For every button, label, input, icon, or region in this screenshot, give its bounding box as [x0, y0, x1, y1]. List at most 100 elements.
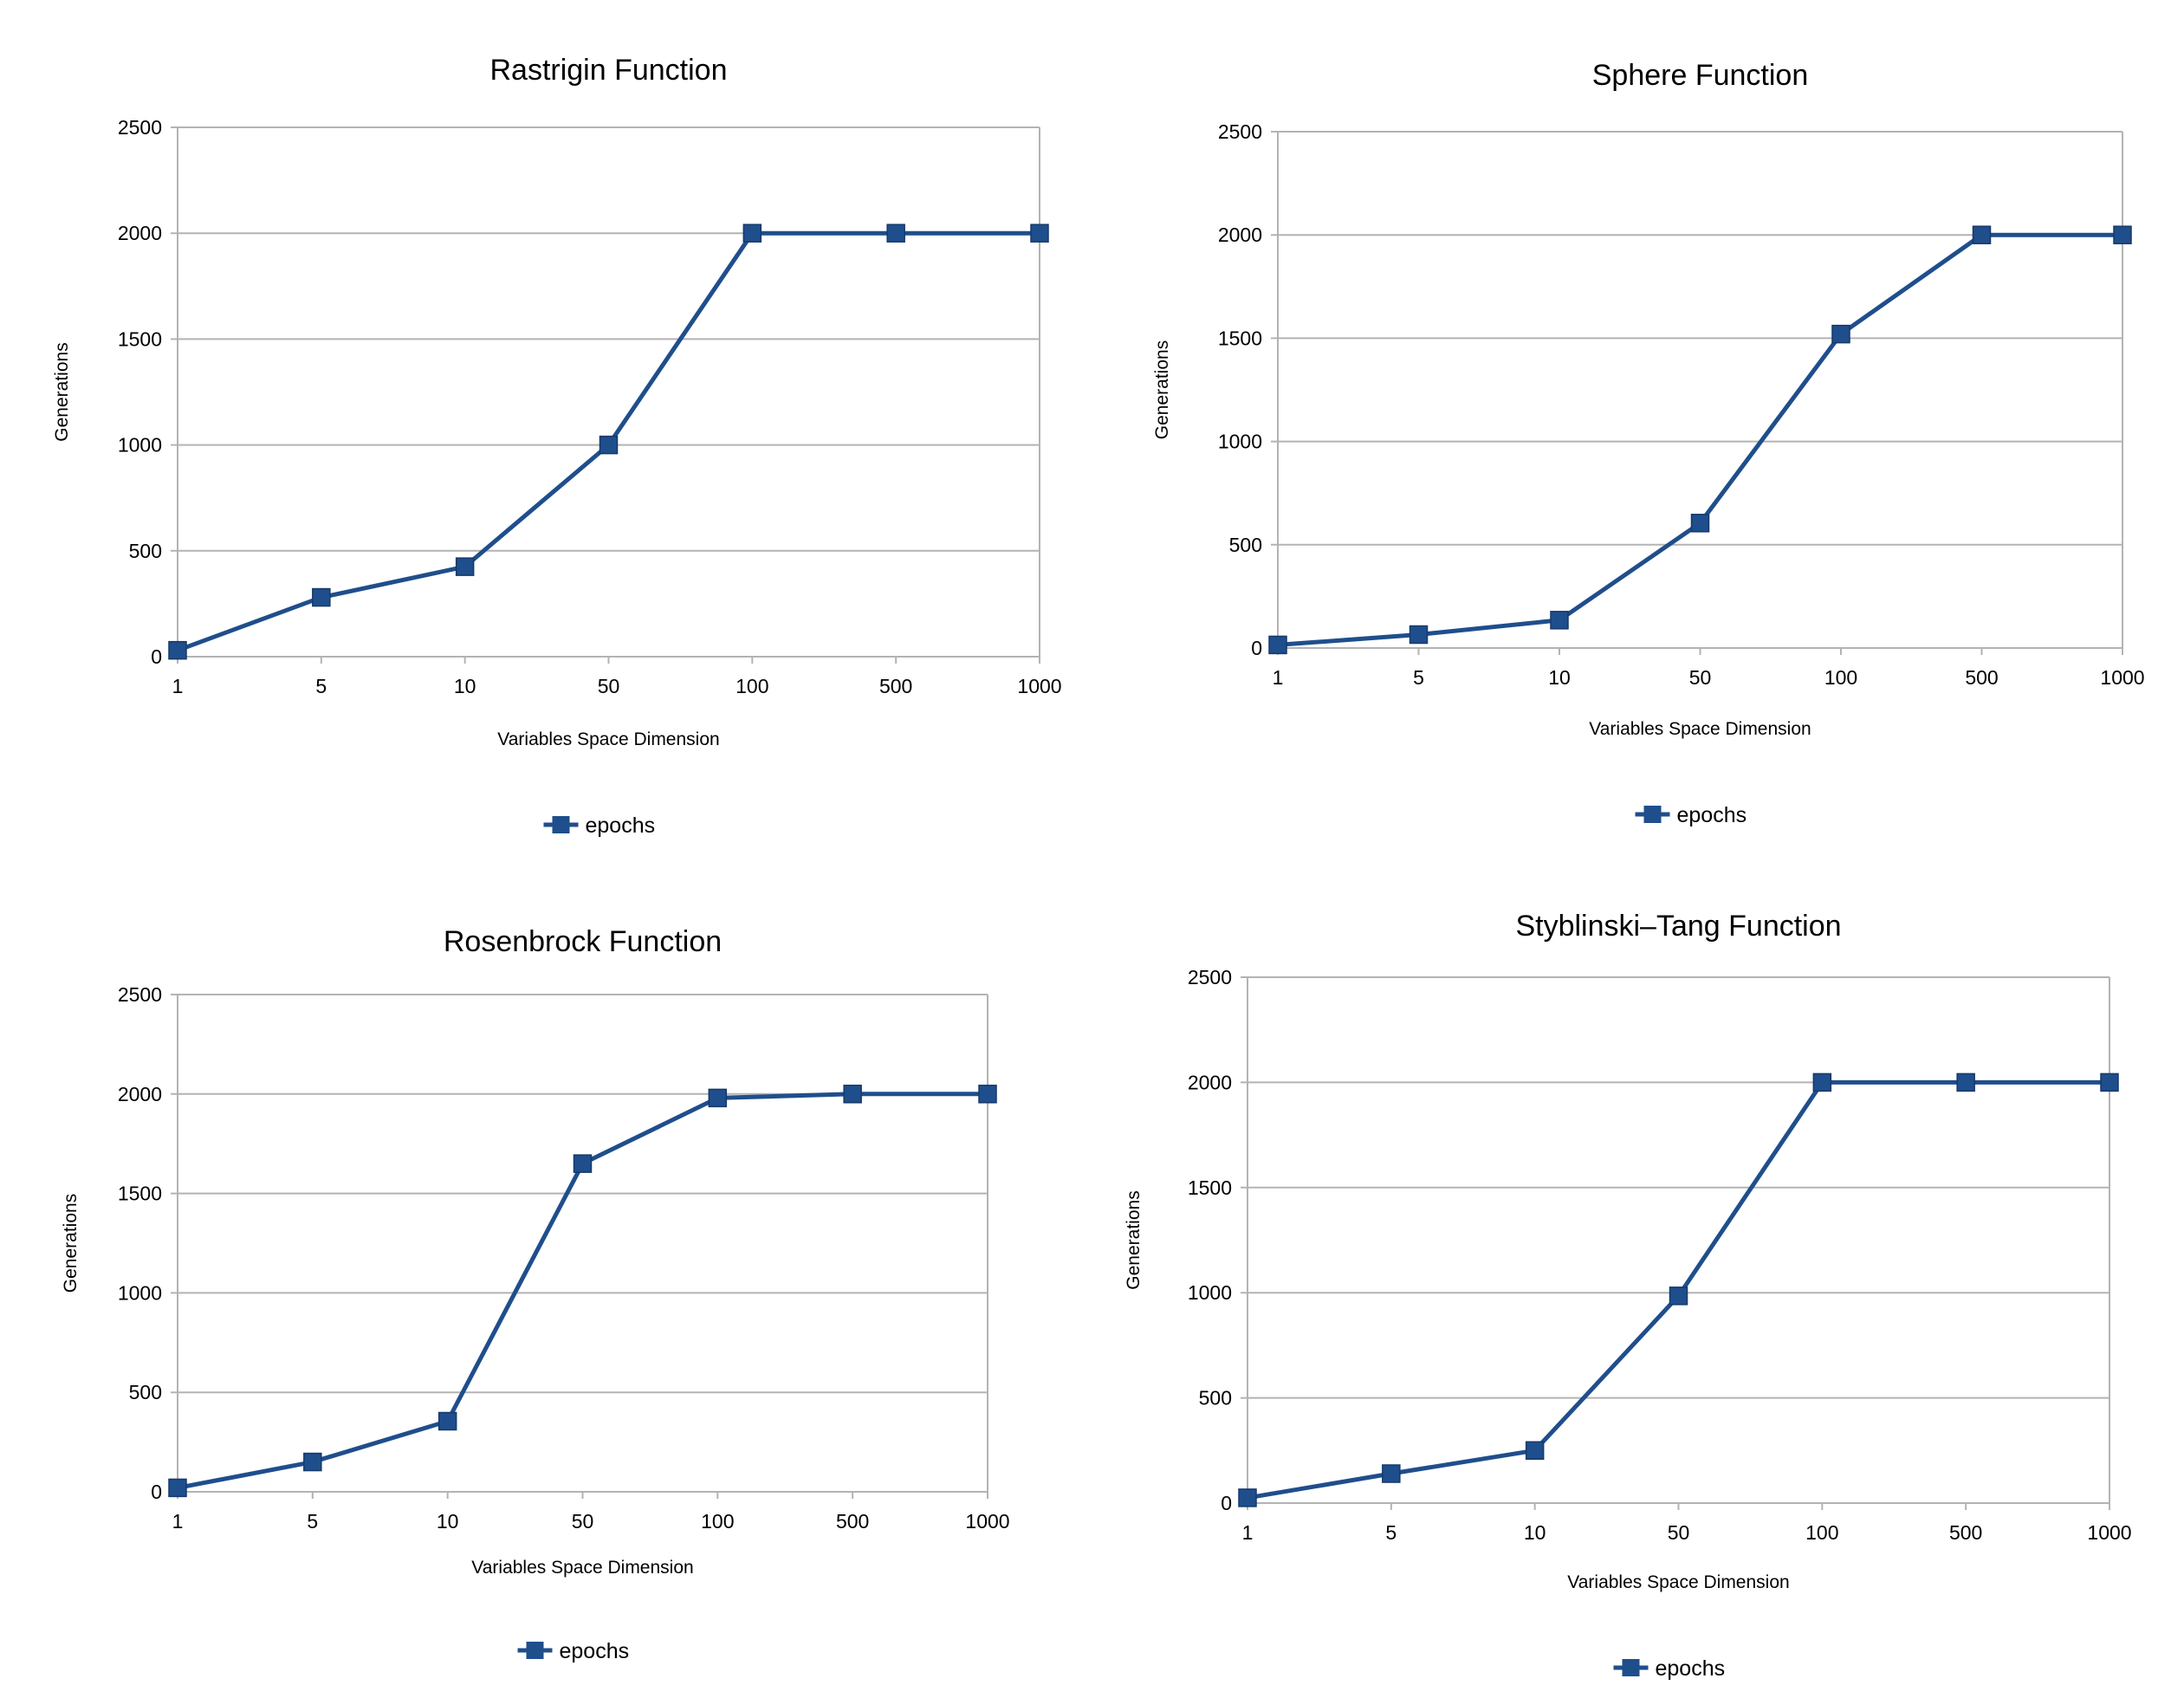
data-point [2100, 1073, 2119, 1092]
x-tick-label: 1000 [2100, 666, 2144, 689]
y-tick-label: 1500 [1218, 327, 1262, 349]
x-tick-label: 5 [1413, 666, 1424, 689]
y-tick-label: 2000 [118, 1083, 162, 1105]
y-tick-label: 2500 [118, 983, 162, 1006]
chart-title: Rastrigin Function [489, 54, 727, 87]
x-tick-label: 5 [315, 675, 327, 697]
data-point [1831, 324, 1850, 344]
y-tick-label: 0 [151, 1481, 162, 1503]
x-axis-label: Variables Space Dimension [497, 729, 719, 749]
legend-marker [1622, 1659, 1640, 1676]
data-point [1238, 1488, 1257, 1507]
x-tick-label: 50 [598, 675, 620, 697]
data-point [1812, 1073, 1832, 1092]
x-tick-label: 100 [1805, 1521, 1838, 1544]
y-tick-label: 1500 [118, 1183, 162, 1205]
x-tick-label: 1 [172, 1510, 184, 1533]
y-tick-label: 1000 [118, 1281, 162, 1304]
x-tick-label: 100 [701, 1510, 734, 1533]
y-tick-label: 500 [1199, 1387, 1232, 1410]
y-tick-label: 1500 [118, 327, 162, 350]
y-tick-label: 2000 [118, 222, 162, 244]
data-point [2113, 225, 2132, 244]
x-tick-label: 100 [736, 675, 768, 697]
y-axis-label: Generations [1152, 340, 1172, 439]
data-point [1690, 514, 1710, 533]
legend-label: epochs [586, 813, 656, 838]
y-tick-label: 500 [129, 1381, 162, 1403]
x-tick-label: 50 [1668, 1521, 1690, 1544]
chart-title: Rosenbrock Function [444, 925, 722, 958]
legend-label: epochs [1656, 1656, 1726, 1681]
data-point [1268, 635, 1287, 655]
y-tick-label: 1000 [118, 434, 162, 457]
x-tick-label: 100 [1824, 666, 1857, 689]
data-point [168, 640, 187, 660]
y-tick-label: 1000 [1188, 1281, 1232, 1304]
chart-styblinski-tang-svg: Styblinski–Tang Function0500100015002000… [1124, 910, 2132, 1681]
y-tick-label: 0 [1221, 1492, 1232, 1514]
legend-marker [526, 1642, 544, 1659]
y-tick-label: 2000 [1188, 1071, 1232, 1093]
y-tick-label: 2000 [1218, 224, 1262, 246]
x-tick-label: 1000 [2087, 1521, 2131, 1544]
data-point [1669, 1286, 1688, 1306]
x-tick-label: 500 [1949, 1521, 1982, 1544]
y-tick-label: 2500 [1218, 120, 1262, 143]
x-tick-label: 1000 [1017, 675, 1061, 697]
chart-title: Sphere Function [1592, 59, 1809, 92]
chart-title: Styblinski–Tang Function [1515, 910, 1841, 943]
data-point [1030, 224, 1049, 243]
series-line-epochs [177, 1092, 988, 1490]
x-tick-label: 500 [879, 675, 912, 697]
data-point [437, 1411, 457, 1431]
data-point [843, 1085, 862, 1104]
x-tick-label: 1 [1242, 1521, 1254, 1544]
data-point [978, 1085, 997, 1104]
legend-label: epochs [560, 1639, 630, 1663]
data-point [1409, 625, 1429, 645]
x-tick-label: 5 [1385, 1521, 1397, 1544]
y-axis-label: Generations [1124, 1190, 1144, 1289]
data-point [1525, 1441, 1545, 1461]
chart-rosenbrock: Rosenbrock Function 0 500 1000 1500 2000 2500 1… [0, 849, 1092, 1698]
data-point [303, 1452, 322, 1472]
y-tick-label: 0 [151, 645, 162, 668]
data-point [708, 1088, 728, 1108]
y-tick-label: 2500 [1188, 966, 1232, 988]
data-point [1382, 1464, 1401, 1483]
x-tick-label: 1 [172, 675, 184, 697]
data-point [455, 557, 475, 576]
x-tick-label: 50 [572, 1510, 594, 1533]
x-tick-label: 500 [836, 1510, 869, 1533]
x-tick-label: 50 [1689, 666, 1712, 689]
chart-styblinski-tang: Styblinski–Tang Function 0 500 1000 1500 2000… [1092, 849, 2183, 1698]
data-point [1972, 225, 1992, 244]
legend-marker [552, 816, 570, 833]
y-tick-label: 1500 [1188, 1176, 1232, 1199]
data-point [1956, 1073, 1975, 1092]
data-point [886, 224, 905, 243]
x-axis-label: Variables Space Dimension [1567, 1572, 1789, 1592]
data-point [1550, 611, 1569, 630]
legend-marker [1643, 806, 1662, 823]
x-tick-label: 10 [454, 675, 476, 697]
x-axis-label: Variables Space Dimension [471, 1558, 693, 1578]
data-point [312, 587, 331, 607]
y-tick-label: 0 [1251, 637, 1262, 659]
y-tick-label: 1000 [1218, 431, 1262, 453]
x-tick-label: 10 [1548, 666, 1571, 689]
data-point [599, 435, 619, 455]
series-line-epochs [1277, 232, 2122, 647]
data-point [742, 224, 762, 243]
data-point [168, 1478, 187, 1498]
chart-rastrigin: Rastrigin Function 0 500 1000 1500 2000 2500 1 5… [0, 0, 1092, 849]
y-axis-label: Generations [61, 1194, 81, 1293]
chart-rosenbrock-svg: Rosenbrock Function050010001500200025001… [61, 925, 1010, 1663]
x-tick-label: 10 [437, 1510, 459, 1533]
x-tick-label: 1 [1273, 666, 1284, 689]
y-tick-label: 500 [1229, 534, 1262, 556]
x-tick-label: 1000 [965, 1510, 1009, 1533]
